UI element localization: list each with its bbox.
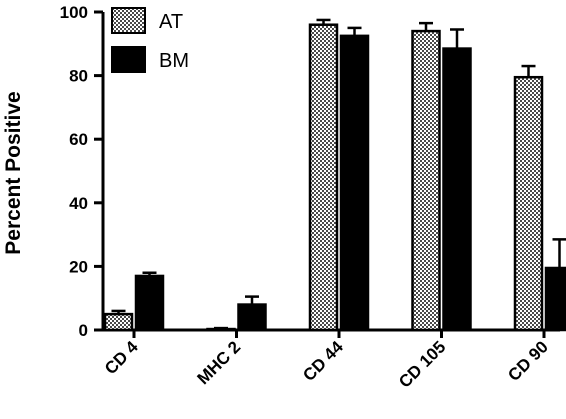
x-tick-label: CD 105: [395, 337, 449, 391]
legend-label-bm: BM: [159, 50, 189, 72]
y-tick-label: 0: [79, 321, 88, 340]
bar-at-2: [308, 23, 339, 332]
x-tick-labels: CD 4 MHC 2 CD 44 CD 105 CD 90: [101, 337, 552, 392]
legend: AT BM: [111, 7, 189, 73]
y-tick-label: 60: [69, 130, 88, 149]
bar-bm-3: [442, 47, 472, 332]
y-tick-labels: 0 20 40 60 80 100: [60, 3, 88, 340]
bar-bm-0: [134, 274, 165, 332]
legend-swatch-at: [111, 7, 146, 34]
bar-at-3: [411, 29, 441, 332]
y-tick-label: 80: [69, 67, 88, 86]
x-tick-label: CD 90: [504, 337, 552, 385]
legend-label-at: AT: [159, 11, 183, 33]
bar-at-0: [103, 312, 134, 332]
x-tick-label: CD 4: [101, 337, 142, 378]
x-tick-label: CD 44: [299, 337, 347, 385]
bar-bm-4: [544, 266, 566, 332]
x-tick-label: MHC 2: [193, 337, 244, 388]
y-tick-label: 20: [69, 257, 88, 276]
legend-swatch-bm: [111, 46, 146, 73]
bar-bm-1: [237, 303, 267, 332]
y-tick-label: 100: [60, 3, 88, 22]
bar-at-4: [513, 75, 544, 332]
bar-bm-2: [339, 34, 370, 332]
error-bars-group: [111, 18, 566, 330]
y-axis-label: Percent Positive: [2, 91, 25, 254]
y-tick-label: 40: [69, 194, 88, 213]
